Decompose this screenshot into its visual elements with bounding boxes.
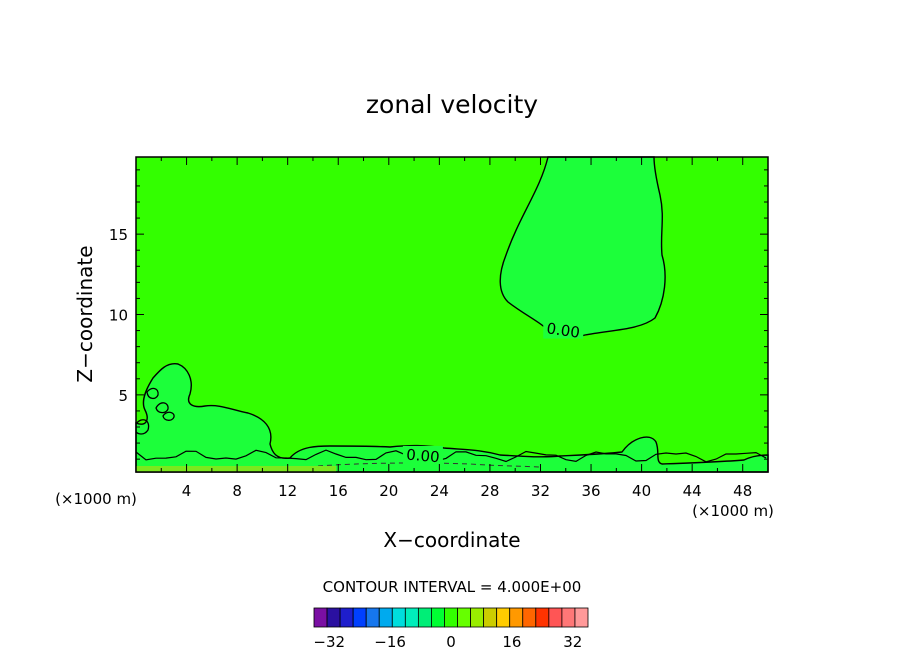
x-tick-label-16: 16 — [329, 482, 348, 500]
x-axis-label: X−coordinate — [383, 528, 520, 552]
colorbar-swatch-3 — [339, 607, 354, 628]
contour-loop-1 — [146, 387, 159, 400]
colorbar-swatch-6 — [378, 607, 393, 628]
colorbar-swatch-4 — [352, 607, 367, 628]
y-tick-label-5: 5 — [118, 387, 128, 405]
colorbar-swatch-14 — [483, 607, 498, 628]
contour-loop-2 — [155, 402, 169, 414]
contour-loop-3 — [162, 411, 175, 421]
x-unit-label-right: (×1000 m) — [692, 502, 774, 520]
colorbar-tick-label-5: 32 — [563, 633, 582, 651]
y-tick-label-10: 10 — [109, 307, 128, 325]
x-tick-label-32: 32 — [531, 482, 550, 500]
x-tick-label-44: 44 — [683, 482, 702, 500]
y-tick-label-15: 15 — [109, 226, 128, 244]
x-tick-label-24: 24 — [430, 482, 449, 500]
x-tick-label-12: 12 — [278, 482, 297, 500]
colorbar-swatch-1 — [313, 607, 328, 628]
colorbar-swatch-9 — [417, 607, 432, 628]
colorbar-swatch-10 — [431, 607, 445, 628]
colorbar: −32 −16 0 16 32 — [313, 607, 589, 651]
x-tick-label-48: 48 — [733, 482, 752, 500]
y-axis-label: Z−coordinate — [73, 245, 97, 382]
colorbar-swatch-15 — [496, 607, 511, 628]
contour-label-bg-2 — [402, 445, 443, 464]
x-tick-label-8: 8 — [232, 482, 242, 500]
x-tick-label-20: 20 — [379, 482, 398, 500]
contour-label-1: 0.00 — [545, 319, 581, 341]
colorbar-tick-label-2: −16 — [374, 633, 406, 651]
colorbar-swatch-21 — [574, 607, 589, 628]
x-unit-label-left: (×1000 m) — [55, 490, 137, 508]
contour-interval-text: CONTOUR INTERVAL = 4.000E+00 — [323, 578, 582, 596]
colorbar-tick-label-1: −32 — [313, 633, 345, 651]
contour-region-lower — [135, 363, 769, 473]
contour-label-2: 0.00 — [406, 446, 441, 467]
x-tick-label-4: 4 — [182, 482, 192, 500]
chart-title: zonal velocity — [366, 90, 538, 119]
colorbar-swatch-8 — [404, 607, 419, 628]
colorbar-swatch-20 — [561, 607, 576, 628]
surface-layer — [136, 466, 336, 472]
colorbar-swatch-2 — [326, 607, 341, 628]
colorbar-swatch-11 — [444, 607, 458, 628]
x-tick-label-28: 28 — [480, 482, 499, 500]
colorbar-tick-label-3: 0 — [446, 633, 456, 651]
colorbar-tick-label-4: 16 — [502, 633, 521, 651]
colorbar-swatch-19 — [548, 607, 563, 628]
contour-label-bg-1 — [543, 320, 584, 339]
colorbar-swatch-7 — [391, 607, 406, 628]
colorbar-swatch-17 — [522, 607, 537, 628]
x-tick-label-36: 36 — [581, 482, 600, 500]
contour-line-dashed — [317, 462, 541, 468]
colorbar-swatch-18 — [535, 607, 550, 628]
contour-line-surface — [135, 449, 767, 463]
colorbar-swatch-12 — [457, 607, 471, 628]
x-tick-label-40: 40 — [632, 482, 651, 500]
contour-loop-4 — [135, 419, 150, 435]
colorbar-swatch-13 — [470, 607, 485, 628]
contour-region-upper — [499, 156, 666, 338]
colorbar-swatch-5 — [365, 607, 380, 628]
colorbar-swatch-16 — [509, 607, 524, 628]
